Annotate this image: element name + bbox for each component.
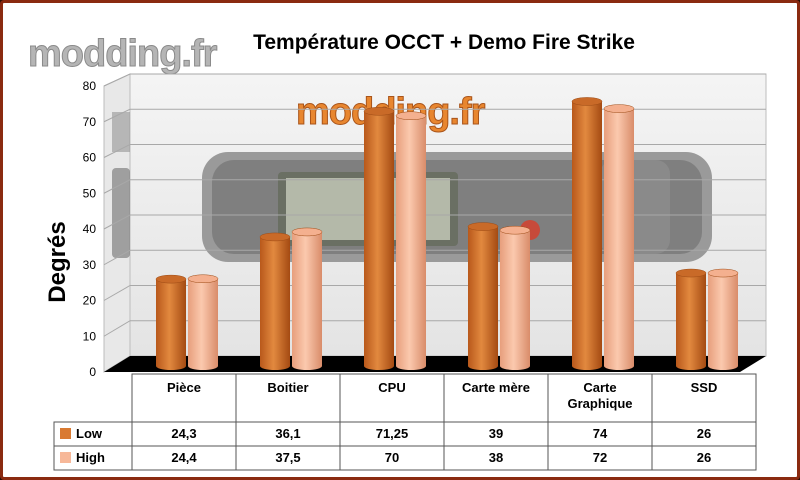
gridline-side [103, 108, 131, 123]
bar-high-5 [707, 268, 739, 370]
gridline-side [103, 320, 131, 337]
table-cell [651, 421, 757, 447]
table-cell [235, 445, 341, 471]
data-label: 71,25 [376, 426, 409, 441]
bar-high-2 [395, 111, 427, 370]
data-label: 26 [697, 450, 711, 465]
legend-swatch-high [60, 452, 71, 463]
category-label: Boitier [267, 380, 308, 395]
y-tick-label: 60 [83, 151, 97, 165]
table-header-cell [443, 373, 549, 423]
bar-high-1 [291, 227, 323, 370]
bar-low-4 [571, 97, 603, 370]
data-label: 70 [385, 450, 399, 465]
data-label: 74 [593, 426, 608, 441]
data-label: 38 [489, 450, 503, 465]
bar-low-0 [155, 274, 187, 370]
y-tick-label: 30 [83, 258, 97, 272]
chart-title: Température OCCT + Demo Fire Strike [253, 31, 635, 54]
y-tick-label: 70 [83, 115, 97, 129]
bar-high-4 [603, 104, 635, 370]
gridline-side [103, 214, 131, 230]
table-header-cell [339, 373, 445, 423]
gridline-side [103, 144, 131, 158]
table-cell [651, 445, 757, 471]
table-cell [235, 421, 341, 447]
y-axis-title: Degrés [44, 221, 71, 302]
bar-high-3 [499, 225, 531, 370]
category-label: Graphique [567, 396, 632, 411]
category-label: Pièce [167, 380, 201, 395]
table-cell [443, 445, 549, 471]
table-cell [339, 445, 445, 471]
bar-low-1 [259, 232, 291, 370]
data-label: 24,3 [171, 426, 196, 441]
legend-swatch-low [60, 428, 71, 439]
y-tick-label: 20 [83, 294, 97, 308]
y-axis-ticks: 0 10 20 30 40 50 60 70 80 [83, 79, 97, 379]
table-cell [131, 445, 237, 471]
table-cell [547, 421, 653, 447]
gridline-side [103, 73, 131, 87]
data-label: 72 [593, 450, 607, 465]
category-label: SSD [691, 380, 718, 395]
data-label: 37,5 [275, 450, 300, 465]
data-label: 39 [489, 426, 503, 441]
gridlines [103, 73, 766, 337]
bars-group [155, 97, 739, 370]
category-label: Carte [583, 380, 616, 395]
y-tick-label: 80 [83, 79, 97, 93]
y-tick-label: 40 [83, 222, 97, 236]
watermark-logo-top: modding.fr [28, 33, 218, 75]
table-header-cell [651, 373, 757, 423]
bar-high-0 [187, 274, 219, 370]
gridline-side [103, 179, 131, 194]
table-cell [443, 421, 549, 447]
table-cell [547, 445, 653, 471]
gridline-side [103, 249, 131, 266]
legend-label: High [76, 450, 105, 465]
y-tick-label: 10 [83, 329, 97, 343]
data-label: 24,4 [171, 450, 197, 465]
legend-label: Low [76, 426, 103, 441]
y-tick-label: 0 [89, 365, 96, 379]
bar-low-3 [467, 222, 499, 370]
category-label: CPU [378, 380, 405, 395]
bar-low-2 [363, 107, 395, 370]
y-tick-label: 50 [83, 186, 97, 200]
data-label: 36,1 [275, 426, 300, 441]
gridline-side [103, 285, 131, 301]
bar-low-5 [675, 268, 707, 370]
category-label: Carte mère [462, 380, 530, 395]
data-label: 26 [697, 426, 711, 441]
